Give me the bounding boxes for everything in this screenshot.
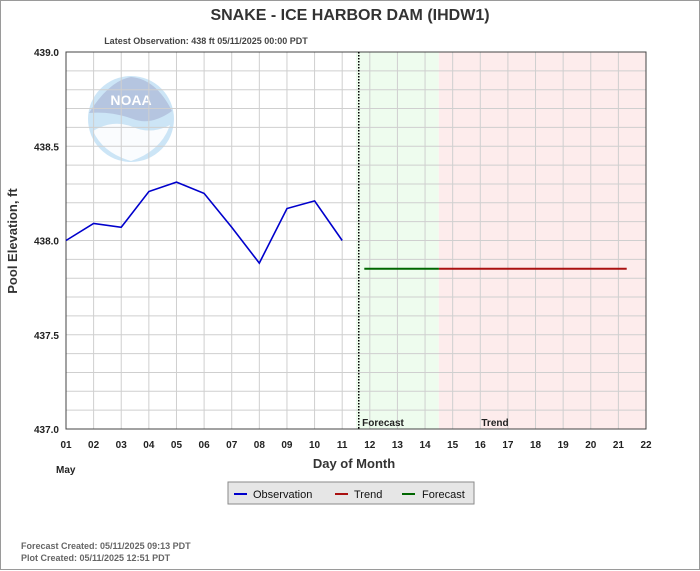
- x-tick-label: 09: [281, 440, 293, 451]
- legend-label-trend: Trend: [354, 489, 382, 501]
- logo-outer-circle: [88, 76, 174, 162]
- x-tick-label: 21: [613, 440, 625, 451]
- x-tick-label: 12: [364, 440, 376, 451]
- month-label: May: [56, 465, 76, 476]
- x-tick-label: 03: [116, 440, 128, 451]
- x-tick-label: 06: [199, 440, 211, 451]
- y-tick-label: 439.0: [34, 48, 59, 59]
- x-tick-label: 01: [60, 440, 72, 451]
- legend-label-observation: Observation: [253, 489, 312, 501]
- chart-subtitle: Latest Observation: 438 ft 05/11/2025 00…: [104, 36, 308, 46]
- logo-top-shape: [89, 77, 172, 122]
- plot-area: NOAA 01 02 03 04 05 06 07 08 09 10 11 12 13 14 15 16 17 18…: [34, 48, 652, 451]
- forecast-region-label: Forecast: [362, 418, 404, 429]
- y-tick-label: 438.5: [34, 142, 59, 153]
- x-tick-label: 18: [530, 440, 542, 451]
- legend-box: [227, 481, 475, 505]
- x-axis-title: Day of Month: [313, 456, 395, 471]
- x-tick-label: 07: [226, 440, 238, 451]
- x-tick-label: 10: [309, 440, 321, 451]
- y-tick-label: 437.0: [34, 425, 59, 436]
- y-axis-title: Pool Elevation, ft: [5, 188, 20, 294]
- legend: Observation Trend Forecast: [227, 481, 475, 505]
- x-tick-label: 04: [143, 440, 155, 451]
- plot-created-text: Plot Created: 05/11/2025 12:51 PDT: [21, 553, 171, 563]
- logo-wave-shape: [93, 123, 170, 161]
- x-tick-label: 16: [475, 440, 487, 451]
- trend-region-label: Trend: [481, 418, 508, 429]
- x-tick-label: 05: [171, 440, 183, 451]
- x-tick-label: 02: [88, 440, 100, 451]
- noaa-logo: NOAA: [88, 76, 174, 162]
- x-tick-label: 17: [502, 440, 514, 451]
- x-tick-label: 22: [640, 440, 652, 451]
- x-tick-label: 20: [585, 440, 597, 451]
- forecast-created-text: Forecast Created: 05/11/2025 09:13 PDT: [21, 541, 191, 551]
- observation-line: [65, 181, 343, 265]
- x-tick-label: 08: [254, 440, 266, 451]
- x-tick-label: 15: [447, 440, 459, 451]
- x-tick-label: 11: [337, 440, 348, 451]
- logo-text: NOAA: [110, 92, 151, 108]
- chart-title: SNAKE - ICE HARBOR DAM (IHDW1): [210, 7, 489, 24]
- x-tick-label: 19: [558, 440, 570, 451]
- x-tick-label: 14: [419, 440, 431, 451]
- y-tick-label: 438.0: [34, 237, 59, 248]
- x-tick-label: 13: [392, 440, 404, 451]
- legend-label-forecast: Forecast: [422, 489, 465, 501]
- y-tick-label: 437.5: [34, 331, 59, 342]
